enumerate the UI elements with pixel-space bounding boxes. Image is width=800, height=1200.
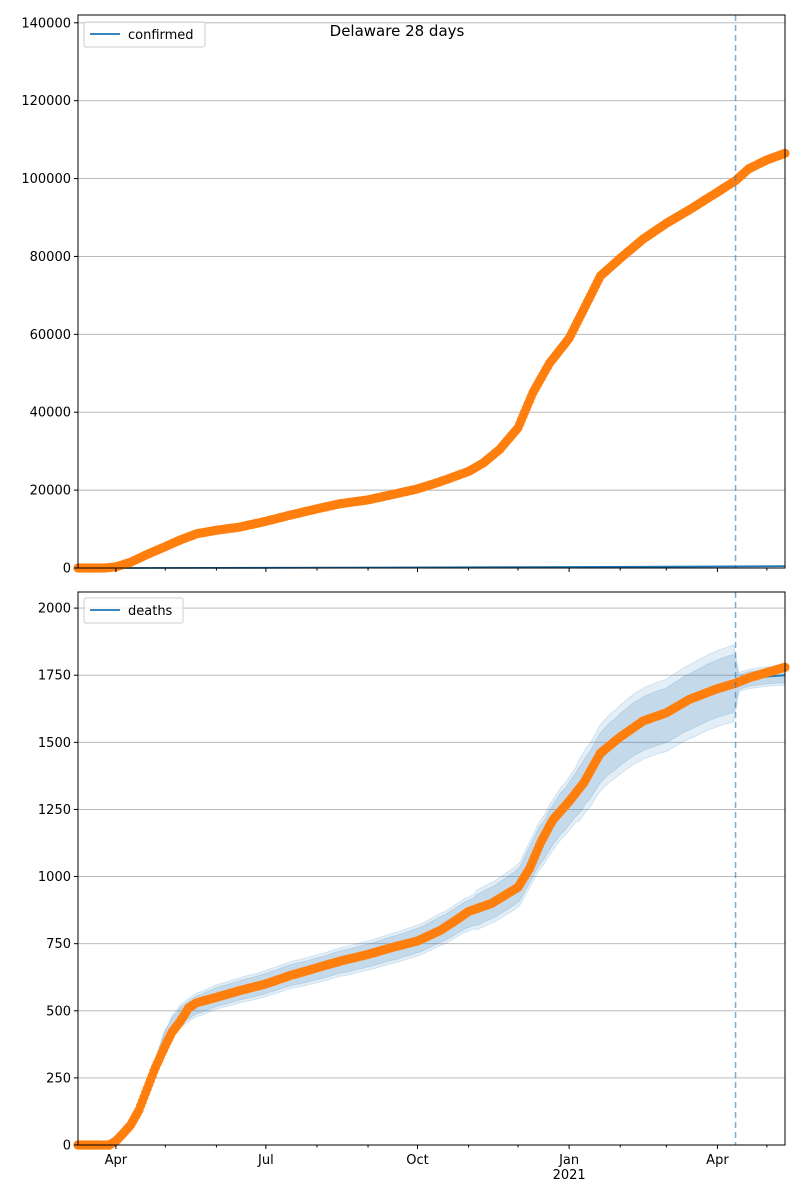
- legend-entry-deaths: deaths: [128, 604, 173, 619]
- bottom-uncertainty-bands: [77, 644, 786, 1146]
- bottom-y-axis-ticks: 0 250 500 750 1000 1250 1500 1750 2000: [38, 602, 78, 1154]
- y-tick-label: 0: [63, 562, 71, 577]
- y-tick-label: 1500: [38, 736, 71, 751]
- model-line: [78, 674, 786, 1146]
- confirmed-panel: 020000400006000080000100000120000140000 …: [21, 14, 790, 577]
- x-tick-label: Apr: [706, 1153, 729, 1168]
- legend-entry-confirmed: confirmed: [128, 28, 194, 43]
- y-tick-label: 20000: [30, 484, 71, 499]
- y-tick-label: 1250: [38, 803, 71, 818]
- y-tick-label: 250: [46, 1071, 71, 1086]
- y-tick-label: 100000: [21, 172, 71, 187]
- y-tick-label: 80000: [30, 250, 71, 265]
- deaths-panel: 0 250 500 750 1000 1250 1500 1750 2000 Apr Jul Oct…: [38, 591, 790, 1183]
- x-tick-label: Apr: [105, 1153, 128, 1168]
- top-legend: confirmed: [83, 21, 206, 48]
- y-tick-label: 60000: [30, 328, 71, 343]
- y-tick-label: 0: [63, 1139, 71, 1154]
- bottom-axes-frame: [77, 591, 786, 1146]
- y-tick-label: 1000: [38, 870, 71, 885]
- y-tick-label: 750: [46, 937, 71, 952]
- figure-title: Delaware 28 days: [330, 22, 465, 40]
- top-y-axis-ticks: 0 20000 40000 60000 80000 100000 120000 140000: [21, 16, 78, 577]
- y-tick-label: 500: [46, 1004, 71, 1019]
- x-tick-label: Jul: [257, 1153, 274, 1168]
- x-tick-label: Jan: [558, 1153, 579, 1168]
- top-x-axis-ticks: [115, 568, 768, 572]
- legend-box: [83, 597, 184, 624]
- top-observed-points: [73, 148, 790, 573]
- y-tick-label: 2000: [38, 602, 71, 617]
- legend-box: [83, 21, 206, 48]
- top-axes-frame: [77, 14, 786, 569]
- y-tick-label: 1750: [38, 669, 71, 684]
- bottom-legend: deaths: [83, 597, 184, 624]
- x-tick-label: Oct: [406, 1153, 428, 1168]
- x-tick-label: 2021: [553, 1168, 586, 1183]
- bottom-model-layer: [78, 674, 786, 1146]
- bottom-gridlines: [78, 607, 785, 1079]
- y-tick-label: 140000: [21, 16, 71, 31]
- y-tick-label: 40000: [30, 406, 71, 421]
- top-gridlines: [78, 22, 785, 491]
- bottom-observed-points: [73, 662, 790, 1150]
- y-tick-label: 120000: [21, 94, 71, 109]
- uncertainty-band: [77, 653, 786, 1146]
